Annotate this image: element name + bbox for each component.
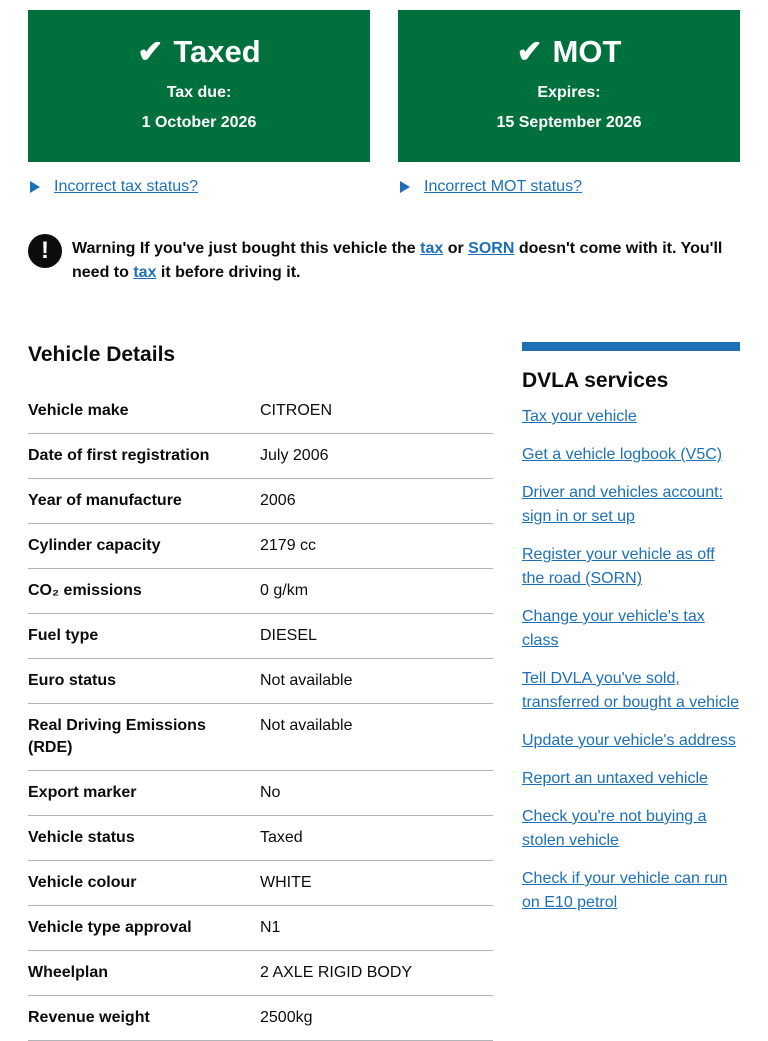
detail-key: Real Driving Emissions (RDE) — [28, 703, 260, 771]
service-link[interactable]: Update your vehicle's address — [522, 732, 736, 749]
detail-key: Year of manufacture — [28, 478, 260, 524]
detail-key: Cylinder capacity — [28, 523, 260, 569]
service-link[interactable]: Register your vehicle as off the road (S… — [522, 546, 715, 587]
table-row: Revenue weight 2500kg — [28, 995, 493, 1041]
table-row: Real Driving Emissions (RDE) Not availabl… — [28, 703, 493, 771]
detail-key: CO₂ emissions — [28, 568, 260, 614]
detail-value: Not available — [260, 658, 493, 704]
service-link[interactable]: Tell DVLA you've sold, transferred or bo… — [522, 670, 740, 711]
detail-key: Euro status — [28, 658, 260, 704]
detail-value: Not available — [260, 703, 493, 771]
table-row: Vehicle status Taxed — [28, 815, 493, 861]
incorrect-mot-link[interactable]: Incorrect MOT status? — [424, 178, 582, 195]
tax-due-label: Tax due: — [166, 84, 232, 101]
vehicle-details-heading: Vehicle Details — [28, 343, 176, 366]
detail-key: Vehicle status — [28, 815, 260, 861]
mot-status-title: MOT — [552, 34, 622, 69]
detail-value: Taxed — [260, 815, 493, 861]
warning-text-3: doesn't come with it. You'll need to — [72, 240, 723, 281]
detail-key: Date of first registration — [28, 433, 260, 479]
mot-status-panel: ✔ MOT Expires: 15 September 2026 — [398, 10, 740, 162]
warning-text-2: or — [447, 240, 464, 257]
detail-key: Vehicle colour — [28, 860, 260, 906]
dvla-services: DVLA services Tax your vehicle Get a vehi… — [522, 342, 740, 929]
service-link[interactable]: Get a vehicle logbook (V5C) — [522, 446, 723, 463]
tax-status-title: Taxed — [173, 34, 261, 69]
incorrect-mot-details[interactable]: Incorrect MOT status? — [398, 178, 582, 196]
service-link[interactable]: Report an untaxed vehicle — [522, 770, 708, 787]
warning-text-1: Warning If you've just bought this vehic… — [72, 240, 416, 257]
sorn-link[interactable]: SORN — [468, 240, 515, 257]
vehicle-details-table: Vehicle make CITROEN Date of first registr… — [28, 389, 493, 1041]
detail-key: Vehicle make — [28, 389, 260, 434]
table-row: Vehicle make CITROEN — [28, 389, 493, 434]
dvla-services-heading: DVLA services — [522, 369, 669, 392]
detail-key: Vehicle type approval — [28, 905, 260, 951]
service-link[interactable]: Driver and vehicles account: sign in or … — [522, 484, 723, 525]
detail-value: 2006 — [260, 478, 493, 524]
detail-key: Wheelplan — [28, 950, 260, 996]
table-row: Export marker No — [28, 770, 493, 816]
table-row: Cylinder capacity 2179 cc — [28, 523, 493, 569]
table-row: Vehicle colour WHITE — [28, 860, 493, 906]
detail-value: DIESEL — [260, 613, 493, 659]
detail-value: No — [260, 770, 493, 816]
service-link[interactable]: Tax your vehicle — [522, 408, 637, 425]
triangle-right-icon — [400, 181, 410, 193]
service-link[interactable]: Check if your vehicle can run on E10 pet… — [522, 870, 728, 911]
check-icon: ✔ — [137, 34, 164, 69]
detail-value: 2179 cc — [260, 523, 493, 569]
detail-value: 2500kg — [260, 995, 493, 1041]
detail-value: 0 g/km — [260, 568, 493, 614]
tax-link[interactable]: tax — [420, 240, 444, 257]
tax-due-date: 1 October 2026 — [141, 114, 257, 131]
triangle-right-icon — [30, 181, 40, 193]
table-row: Fuel type DIESEL — [28, 613, 493, 659]
detail-value: N1 — [260, 905, 493, 951]
table-row: Vehicle type approval N1 — [28, 905, 493, 951]
service-link[interactable]: Change your vehicle's tax class — [522, 608, 705, 649]
table-row: Date of first registration July 2006 — [28, 433, 493, 479]
service-link[interactable]: Check you're not buying a stolen vehicle — [522, 808, 707, 849]
warning-text: ! Warning If you've just bought this veh… — [28, 234, 732, 285]
warning-text-4: it before driving it. — [160, 264, 301, 281]
detail-key: Revenue weight — [28, 995, 260, 1041]
incorrect-tax-details[interactable]: Incorrect tax status? — [28, 178, 198, 196]
detail-value: CITROEN — [260, 389, 493, 434]
tax-link-2[interactable]: tax — [133, 264, 157, 281]
tax-status-panel: ✔ Taxed Tax due: 1 October 2026 — [28, 10, 370, 162]
table-row: Wheelplan 2 AXLE RIGID BODY — [28, 950, 493, 996]
mot-expiry-date: 15 September 2026 — [496, 114, 642, 131]
warning-icon: ! — [28, 234, 62, 268]
table-row: CO₂ emissions 0 g/km — [28, 568, 493, 614]
check-icon: ✔ — [516, 34, 543, 69]
detail-key: Fuel type — [28, 613, 260, 659]
mot-expires-label: Expires: — [537, 84, 601, 101]
detail-key: Export marker — [28, 770, 260, 816]
detail-value: WHITE — [260, 860, 493, 906]
detail-value: July 2006 — [260, 433, 493, 479]
table-row: Year of manufacture 2006 — [28, 478, 493, 524]
detail-value: 2 AXLE RIGID BODY — [260, 950, 493, 996]
incorrect-tax-link[interactable]: Incorrect tax status? — [54, 178, 199, 195]
table-row: Euro status Not available — [28, 658, 493, 704]
